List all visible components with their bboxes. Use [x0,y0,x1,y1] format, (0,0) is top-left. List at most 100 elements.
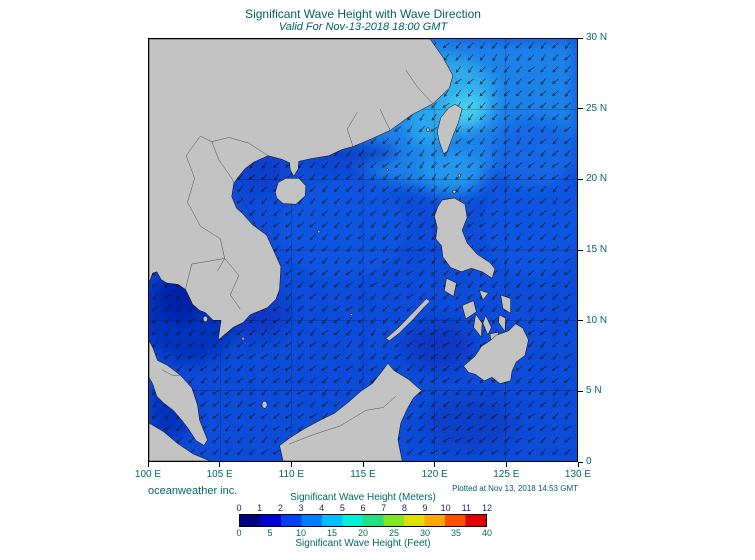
wave-arrow [479,245,486,252]
wave-arrow [492,90,498,97]
wave-arrow [491,257,498,264]
wave-arrow [236,353,244,359]
wave-arrow [200,353,207,360]
wave-arrow [491,102,498,109]
wave-arrow [346,389,353,396]
wave-arrow [442,425,450,431]
wave-arrow [419,149,425,157]
wave-arrow [479,437,487,443]
wave-arrow [540,305,547,312]
wave-arrow [443,293,450,300]
wave-arrow [406,210,414,216]
wave-arrow [540,42,546,49]
wave-arrow [176,305,183,312]
wave-arrow [333,365,341,371]
wave-arrow [551,306,559,311]
wave-arrow [370,138,377,145]
lat-tick [578,461,583,463]
wave-arrow [527,162,535,168]
island-paracel [317,230,321,234]
wave-arrow [248,377,256,383]
wave-arrow [383,353,389,360]
map-svg [149,39,577,461]
wave-arrow [358,329,365,336]
wave-arrow [431,209,437,217]
lat-tick [578,37,583,39]
wave-arrow [430,353,438,359]
wave-arrow [491,114,498,121]
wave-arrow [540,185,547,193]
wave-arrow [528,54,535,61]
wave-arrow [527,186,535,192]
meters-tick-label: 3 [298,503,304,513]
wave-arrow [431,401,437,408]
wave-arrow [284,425,293,431]
wave-arrow [176,329,183,336]
wave-arrow [552,269,559,277]
wave-arrow [528,353,535,360]
wave-arrow [370,257,377,264]
wave-arrow [504,269,510,277]
wave-arrow [370,210,377,216]
wave-arrow [491,126,498,133]
wave-arrow [503,401,511,407]
wave-arrow [564,198,571,204]
wave-arrow [431,233,437,241]
wave-arrow [249,413,256,420]
wave-arrow [564,102,571,109]
wave-arrow [309,342,317,347]
wave-arrow [455,413,462,419]
legend-feet-ticks: 0 5 10 15 20 25 30 35 40 [236,528,492,538]
wave-arrow [261,365,268,372]
wave-arrow [285,222,292,228]
meters-tick-label: 12 [481,503,493,513]
wave-arrow [212,449,219,456]
wave-arrow [334,161,340,169]
wave-arrow [467,413,474,419]
wave-arrow [249,197,256,204]
meters-tick-label: 5 [339,503,345,513]
wave-arrow [285,377,292,383]
meters-tick-label: 7 [381,503,387,513]
wave-arrow [370,365,377,371]
wave-arrow [430,281,438,288]
wave-arrow [321,269,329,276]
wave-arrow [370,198,377,204]
wave-arrow [407,185,413,193]
wave-arrow [261,389,268,396]
wave-arrow [564,317,571,324]
wave-arrow [333,329,341,336]
wave-arrow [552,436,559,444]
wave-arrow [443,149,449,157]
wave-arrow [261,174,268,181]
wave-arrow [527,78,535,84]
wave-arrow [492,281,498,288]
wave-arrow [273,401,280,408]
wave-arrow [273,173,280,181]
wave-arrow [540,269,546,277]
wave-arrow [455,66,462,73]
wave-arrow [261,436,268,444]
wave-arrow [298,281,304,288]
wave-arrow [492,185,498,193]
wave-arrow [394,186,402,192]
wave-arrow [321,365,329,371]
wave-arrow [261,449,268,455]
wave-arrow [540,341,547,348]
wave-arrow [297,246,305,252]
wave-arrow [284,365,293,371]
island-pratas [385,168,389,172]
wave-arrow [224,413,232,419]
wave-arrow [480,209,486,217]
wave-arrow [527,174,535,180]
wave-arrow [212,365,219,372]
wave-arrow [346,329,353,336]
wave-arrow [528,90,535,97]
wave-arrow [322,389,328,396]
wave-arrow [394,341,401,348]
wave-arrow [357,234,365,240]
wave-arrow [467,353,474,360]
wave-arrow [261,197,268,205]
wave-arrow [383,173,389,181]
wave-arrow [479,162,486,168]
